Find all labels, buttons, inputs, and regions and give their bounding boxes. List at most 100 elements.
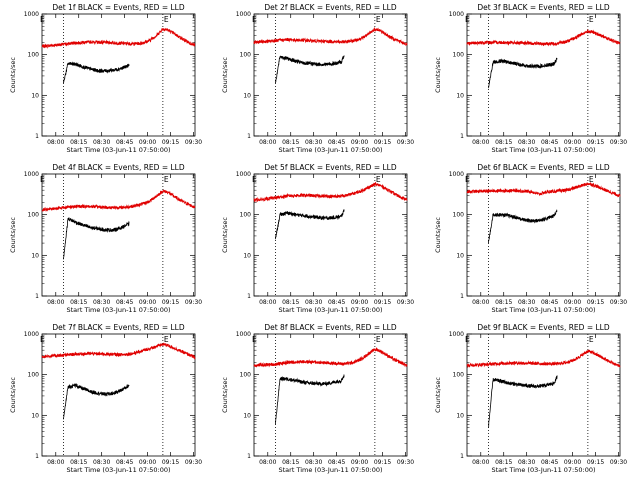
x-tick-label: 09:30 bbox=[397, 139, 414, 146]
x-tick-label: 09:00 bbox=[564, 299, 581, 306]
y-tick-label: 1 bbox=[460, 453, 464, 460]
y-tick-label: 1 bbox=[35, 133, 39, 140]
panel-9: Det 9f BLACK = Events, RED = LLD 1 10 100 10… bbox=[434, 323, 627, 474]
x-tick-label: 09:15 bbox=[162, 459, 179, 466]
x-tick-label: 08:00 bbox=[472, 139, 489, 146]
panel-8: Det 8f BLACK = Events, RED = LLD 1 10 100 10… bbox=[221, 323, 414, 474]
x-axis-label: Start Time (03-Jun-11 07:50:00) bbox=[492, 146, 596, 154]
x-tick-label: 08:00 bbox=[472, 299, 489, 306]
events-series-line bbox=[275, 374, 345, 425]
x-axis-label: Start Time (03-Jun-11 07:50:00) bbox=[279, 466, 383, 474]
event-marker-label: E bbox=[40, 335, 45, 344]
x-tick-label: 09:30 bbox=[397, 459, 414, 466]
x-tick-label: 08:15 bbox=[70, 139, 87, 146]
y-axis-label: Counts/sec bbox=[221, 377, 229, 413]
x-tick-label: 08:45 bbox=[328, 299, 345, 306]
y-tick-label: 100 bbox=[240, 52, 252, 59]
plot-frame bbox=[41, 13, 196, 137]
y-tick-label: 100 bbox=[28, 52, 40, 59]
x-tick-label: 09:00 bbox=[351, 459, 368, 466]
x-tick-label: 08:15 bbox=[282, 299, 299, 306]
panel-title: Det 6f BLACK = Events, RED = LLD bbox=[477, 163, 610, 172]
y-tick-label: 10 bbox=[456, 412, 464, 419]
panel-title: Det 2f BLACK = Events, RED = LLD bbox=[264, 3, 397, 12]
x-tick-label: 09:00 bbox=[351, 299, 368, 306]
event-marker-label: E bbox=[465, 175, 470, 184]
y-tick-label: 1000 bbox=[24, 331, 39, 338]
panel-1: Det 1f BLACK = Events, RED = LLD 1 10 100 10… bbox=[9, 3, 202, 154]
y-tick-label: 1 bbox=[35, 453, 39, 460]
y-axis-label: Counts/sec bbox=[221, 57, 229, 93]
lld-series-line bbox=[253, 27, 408, 47]
panel-title: Det 5f BLACK = Events, RED = LLD bbox=[264, 163, 397, 172]
event-marker-label: E bbox=[376, 335, 381, 344]
x-tick-label: 09:30 bbox=[185, 459, 202, 466]
lld-series-line bbox=[253, 181, 408, 203]
x-tick-label: 08:00 bbox=[472, 459, 489, 466]
event-marker-label: E bbox=[252, 175, 257, 184]
panel-title: Det 8f BLACK = Events, RED = LLD bbox=[264, 323, 397, 332]
x-tick-label: 09:15 bbox=[162, 299, 179, 306]
panel-3: Det 3f BLACK = Events, RED = LLD 1 10 100 10… bbox=[434, 3, 627, 154]
y-tick-label: 1 bbox=[247, 133, 251, 140]
x-tick-label: 08:00 bbox=[47, 299, 64, 306]
y-tick-label: 100 bbox=[453, 372, 465, 379]
event-marker-label: E bbox=[589, 15, 594, 24]
x-tick-label: 08:00 bbox=[259, 459, 276, 466]
y-axis-label: Counts/sec bbox=[434, 57, 442, 93]
x-axis-label: Start Time (03-Jun-11 07:50:00) bbox=[67, 306, 171, 314]
plot-frame bbox=[253, 13, 408, 137]
panel-title: Det 1f BLACK = Events, RED = LLD bbox=[52, 3, 185, 12]
lld-series-line bbox=[466, 29, 621, 47]
x-tick-label: 09:30 bbox=[610, 459, 627, 466]
y-tick-label: 100 bbox=[453, 52, 465, 59]
x-tick-label: 08:30 bbox=[305, 299, 322, 306]
x-axis-label: Start Time (03-Jun-11 07:50:00) bbox=[67, 146, 171, 154]
panel-2: Det 2f BLACK = Events, RED = LLD 1 10 100 10… bbox=[221, 3, 414, 154]
x-tick-label: 08:30 bbox=[518, 139, 535, 146]
x-tick-label: 08:45 bbox=[541, 299, 558, 306]
x-tick-label: 09:15 bbox=[162, 139, 179, 146]
y-tick-label: 1000 bbox=[449, 331, 464, 338]
events-series-line bbox=[63, 61, 130, 84]
y-tick-label: 10 bbox=[243, 252, 251, 259]
y-tick-label: 1000 bbox=[449, 171, 464, 178]
x-tick-label: 08:45 bbox=[328, 459, 345, 466]
x-tick-label: 08:00 bbox=[47, 139, 64, 146]
y-axis-label: Counts/sec bbox=[221, 217, 229, 253]
panel-title: Det 7f BLACK = Events, RED = LLD bbox=[52, 323, 185, 332]
panel-title: Det 4f BLACK = Events, RED = LLD bbox=[52, 163, 185, 172]
x-tick-label: 08:30 bbox=[518, 459, 535, 466]
y-tick-label: 10 bbox=[243, 92, 251, 99]
x-tick-label: 09:00 bbox=[139, 459, 156, 466]
x-axis-label: Start Time (03-Jun-11 07:50:00) bbox=[67, 466, 171, 474]
panel-4: Det 4f BLACK = Events, RED = LLD 1 10 100 10… bbox=[9, 163, 202, 314]
x-tick-label: 08:15 bbox=[70, 299, 87, 306]
event-marker-label: E bbox=[465, 15, 470, 24]
events-series-line bbox=[275, 209, 345, 240]
y-tick-label: 1000 bbox=[24, 11, 39, 18]
event-marker-label: E bbox=[376, 175, 381, 184]
x-tick-label: 08:15 bbox=[495, 299, 512, 306]
x-tick-label: 08:15 bbox=[70, 459, 87, 466]
event-marker-label: E bbox=[40, 175, 45, 184]
y-tick-label: 100 bbox=[28, 212, 40, 219]
y-tick-label: 100 bbox=[28, 372, 40, 379]
x-tick-label: 08:15 bbox=[495, 139, 512, 146]
x-tick-label: 09:15 bbox=[587, 299, 604, 306]
plot-frame bbox=[253, 173, 408, 297]
x-tick-label: 09:30 bbox=[610, 299, 627, 306]
y-tick-label: 100 bbox=[240, 372, 252, 379]
event-marker-label: E bbox=[252, 15, 257, 24]
y-tick-label: 10 bbox=[31, 412, 39, 419]
plot-frame bbox=[466, 333, 621, 457]
y-tick-label: 1 bbox=[460, 293, 464, 300]
panel-title: Det 9f BLACK = Events, RED = LLD bbox=[477, 323, 610, 332]
x-axis-label: Start Time (03-Jun-11 07:50:00) bbox=[279, 146, 383, 154]
event-marker-label: E bbox=[376, 15, 381, 24]
event-marker-label: E bbox=[40, 15, 45, 24]
x-axis-label: Start Time (03-Jun-11 07:50:00) bbox=[279, 306, 383, 314]
plot-frame bbox=[41, 173, 196, 297]
x-tick-label: 08:00 bbox=[259, 139, 276, 146]
